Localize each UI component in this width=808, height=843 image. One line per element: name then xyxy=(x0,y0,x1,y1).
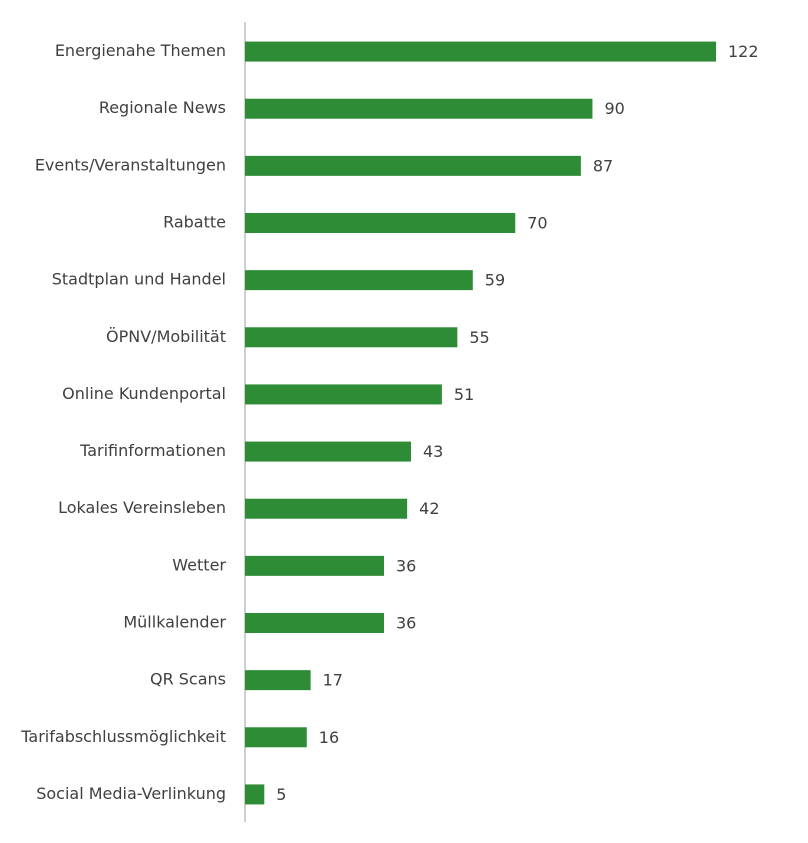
value-label: 17 xyxy=(323,671,343,690)
category-label: Müllkalender xyxy=(123,613,226,632)
bar xyxy=(245,441,412,462)
category-label: Stadtplan und Handel xyxy=(52,270,226,289)
bar xyxy=(245,670,311,691)
category-label: Online Kundenportal xyxy=(62,384,226,403)
bar xyxy=(245,270,473,291)
category-label: Energienahe Themen xyxy=(55,41,226,60)
category-label: Tarifabschlussmöglichkeit xyxy=(20,727,226,746)
value-label: 36 xyxy=(396,556,416,575)
value-label: 70 xyxy=(527,214,547,233)
bar xyxy=(245,98,593,119)
value-label: 90 xyxy=(604,99,624,118)
bar xyxy=(245,784,265,805)
value-label: 42 xyxy=(419,499,439,518)
bar xyxy=(245,498,408,519)
bar xyxy=(245,555,384,576)
category-label: Tarifinformationen xyxy=(79,441,226,460)
value-label: 87 xyxy=(593,156,613,175)
value-label: 59 xyxy=(485,271,505,290)
category-label: Social Media-Verlinkung xyxy=(36,784,226,803)
bar xyxy=(245,155,581,176)
bar xyxy=(245,613,384,633)
category-label: Events/Veranstaltungen xyxy=(35,155,226,174)
value-label: 43 xyxy=(423,442,443,461)
value-label: 122 xyxy=(728,42,759,61)
value-label: 5 xyxy=(276,785,286,804)
value-label: 36 xyxy=(396,614,416,633)
bar xyxy=(245,327,458,348)
category-label: Regionale News xyxy=(99,98,226,117)
category-label: Lokales Vereinsleben xyxy=(58,498,226,517)
value-label: 16 xyxy=(319,728,339,747)
bar xyxy=(245,384,442,405)
category-label: QR Scans xyxy=(150,670,226,689)
value-label: 55 xyxy=(469,328,489,347)
bar xyxy=(245,727,307,748)
value-label: 51 xyxy=(454,385,474,404)
category-label: Rabatte xyxy=(163,213,226,232)
category-label: Wetter xyxy=(172,555,226,574)
bar xyxy=(245,41,716,62)
bar xyxy=(245,213,516,233)
category-label: ÖPNV/Mobilität xyxy=(106,327,226,346)
